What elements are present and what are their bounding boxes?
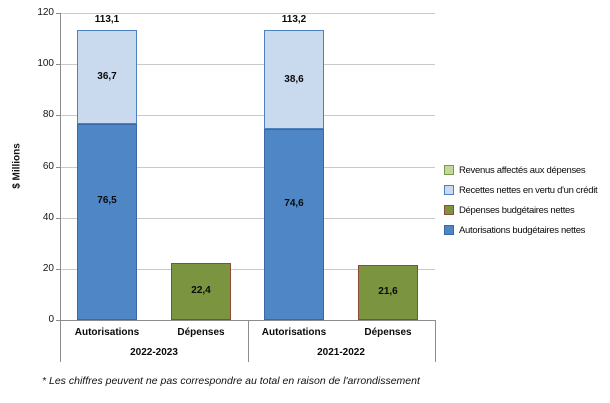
bar-total-label: 113,2: [281, 14, 307, 25]
bar-value-label: 36,7: [97, 71, 117, 82]
y-tick-label: 20: [42, 263, 54, 274]
legend-swatch-icon: [444, 205, 454, 215]
legend-item: Recettes nettes en vertu d'un crédit: [444, 184, 598, 196]
y-tick-mark: [56, 320, 60, 321]
y-axis-line: [60, 13, 61, 362]
legend-swatch-icon: [444, 225, 454, 235]
bar-segment: [358, 265, 418, 320]
axis-separator: [435, 320, 436, 362]
bar-segment: [264, 30, 324, 129]
y-tick-label: 120: [37, 7, 54, 18]
bar-value-label: 74,6: [284, 198, 304, 209]
y-tick-mark: [56, 115, 60, 116]
gridline: [60, 269, 435, 270]
category-label: Autorisations: [261, 327, 327, 338]
bar-value-label: 22,4: [191, 285, 211, 296]
bar-segment: [171, 263, 231, 320]
y-tick-mark: [56, 269, 60, 270]
legend-item: Dépenses budgétaires nettes: [444, 204, 575, 216]
group-label: 2021-2022: [317, 347, 365, 358]
y-tick-label: 100: [37, 58, 54, 69]
y-tick-label: 80: [42, 109, 54, 120]
gridline: [60, 218, 435, 219]
y-tick-mark: [56, 13, 60, 14]
legend-label: Recettes nettes en vertu d'un crédit: [459, 184, 598, 196]
gridline: [60, 115, 435, 116]
y-tick-mark: [56, 167, 60, 168]
y-tick-label: 0: [48, 314, 54, 325]
gridline: [60, 167, 435, 168]
bar-segment: [77, 30, 137, 124]
legend-item: Autorisations budgétaires nettes: [444, 224, 585, 236]
category-label: Autorisations: [74, 327, 140, 338]
legend-label: Revenus affectés aux dépenses: [459, 164, 586, 176]
legend-label: Autorisations budgétaires nettes: [459, 224, 586, 236]
bar-value-label: 21,6: [378, 286, 398, 297]
legend-swatch-icon: [444, 165, 454, 175]
footnote: * Les chiffres peuvent ne pas correspond…: [42, 375, 420, 387]
y-axis-title: $ Millions: [11, 143, 23, 189]
legend-swatch-icon: [444, 185, 454, 195]
gridline: [60, 13, 435, 14]
bar-segment: [77, 124, 137, 320]
y-tick-label: 60: [42, 161, 54, 172]
y-tick-mark: [56, 64, 60, 65]
axis-separator: [60, 320, 61, 362]
bar-value-label: 38,6: [284, 74, 304, 85]
bar-total-label: 113,1: [94, 14, 120, 25]
bar-value-label: 76,5: [97, 195, 117, 206]
y-tick-label: 40: [42, 212, 54, 223]
category-label: Dépenses: [364, 327, 412, 338]
axis-separator: [248, 320, 249, 362]
bar-segment: [264, 129, 324, 320]
gridline: [60, 64, 435, 65]
legend-label: Dépenses budgétaires nettes: [459, 204, 575, 216]
legend-item: Revenus affectés aux dépenses: [444, 164, 586, 176]
group-label: 2022-2023: [130, 347, 178, 358]
category-label: Dépenses: [177, 327, 225, 338]
y-tick-mark: [56, 218, 60, 219]
